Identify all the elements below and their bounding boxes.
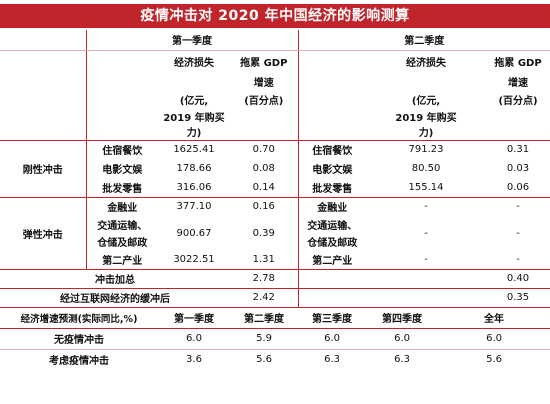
header-q2: 第二季度 (297, 30, 550, 51)
header-q2-gdp-1: 拖累 GDP (494, 57, 542, 69)
header-q2-loss: 经济损失 (406, 57, 447, 69)
table-row: 第二产业 3022.51 1.31 第二产业 - - (0, 250, 550, 270)
group-elastic: 弹性冲击 (0, 197, 86, 270)
table-row: 批发零售 316.06 0.14 批发零售 155.14 0.06 (0, 178, 550, 198)
table-row: 弹性冲击 金融业 377.10 0.16 金融业 - - (0, 197, 550, 270)
impact-table: 第一季度 第二季度 经济损失 拖累 GDP 经济损失 拖累 GDP 增速 增速 (0, 30, 550, 370)
header-q1-unit-3: 力) (158, 124, 230, 141)
table-row: 冲击加总 2.78 0.40 (0, 269, 550, 289)
header-q1-gdp-1: 拖累 GDP (240, 57, 288, 69)
shock-total-label: 冲击加总 (0, 269, 230, 289)
header-q1-loss: 经济损失 (174, 57, 214, 69)
header-q2-unit-3: 力) (366, 124, 487, 141)
group-rigid: 刚性冲击 (0, 140, 86, 198)
table-row: 电影文娱 178.66 0.08 电影文娱 80.50 0.03 (0, 159, 550, 178)
table-title: 疫情冲击对 2020 年中国经济的影响测算 (0, 4, 550, 28)
header-q2-unit-1: (亿元, (411, 95, 441, 107)
header-blank (0, 30, 86, 51)
table-row: 刚性冲击 住宿餐饮 1625.41 0.70 住宿餐饮 791.23 0.31 (0, 140, 550, 198)
table-row: 考虑疫情冲击 3.6 5.6 6.3 6.3 5.6 (49, 354, 502, 368)
header-q1-unit-1: (亿元, (179, 95, 209, 107)
forecast-label: 经济增速预测(实际同比,%) (0, 307, 158, 329)
header-q1-gdp-2: 增速 (253, 77, 274, 89)
buffer-label: 经过互联网经济的缓冲后 (0, 288, 230, 308)
table-row: 经过互联网经济的缓冲后 2.42 0.35 (0, 288, 550, 308)
table-row: 无疫情冲击 6.0 5.9 6.0 6.0 6.0 (0, 328, 550, 350)
header-q2-unit-2: 2019 年购买 (395, 112, 457, 124)
header-q2-gdp-2: 增速 (508, 77, 529, 89)
header-q1-gdp-unit: (百分点) (244, 95, 284, 107)
header-q1: 第一季度 (85, 30, 299, 51)
header-q1-unit-2: 2019 年购买 (163, 112, 225, 124)
header-q2-gdp-unit: (百分点) (498, 95, 538, 107)
table-row: 经济增速预测(实际同比,%) 第一季度 第二季度 第三季度 第四季度 全年 (0, 307, 550, 329)
table-row: 交通运输、 900.67 0.39 交通运输、 - - (0, 216, 550, 239)
